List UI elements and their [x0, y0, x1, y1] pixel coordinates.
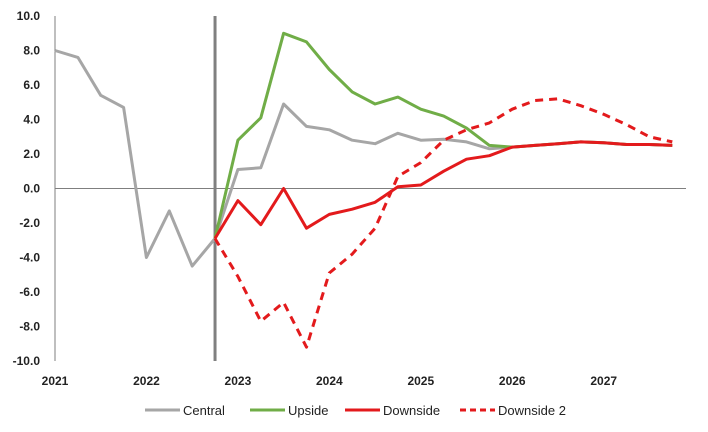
- y-tick-label: 0.0: [23, 182, 40, 196]
- legend-label: Downside 2: [498, 403, 566, 418]
- legend: Central Upside Downside Downside 2: [145, 403, 566, 418]
- legend-label: Downside: [383, 403, 440, 418]
- legend-label: Central: [183, 403, 225, 418]
- y-tick-label: 8.0: [23, 44, 40, 58]
- x-tick-label: 2025: [407, 374, 434, 388]
- series-layer: [54, 31, 673, 349]
- legend-label: Upside: [288, 403, 328, 418]
- y-tick-label: -10.0: [13, 354, 41, 368]
- y-tick-label: -6.0: [19, 285, 40, 299]
- y-tick-label: 10.0: [17, 9, 41, 23]
- y-axis-ticks: 10.0 8.0 6.0 4.0 2.0 0.0 -2.0 -4.0 -6.0 -8.0 -10.0: [13, 9, 41, 368]
- y-tick-label: -2.0: [19, 216, 40, 230]
- x-tick-label: 2021: [42, 374, 69, 388]
- x-tick-label: 2026: [499, 374, 526, 388]
- x-tick-label: 2022: [133, 374, 160, 388]
- x-axis-ticks: 2021 2022 2023 2024 2025 2026 2027: [42, 374, 618, 388]
- y-tick-label: -4.0: [19, 251, 40, 265]
- y-tick-label: 6.0: [23, 78, 40, 92]
- series-line-downside: [213, 140, 673, 240]
- x-tick-label: 2027: [590, 374, 617, 388]
- x-tick-label: 2023: [225, 374, 252, 388]
- series-line-downside-2: [213, 97, 673, 349]
- y-tick-label: -8.0: [19, 320, 40, 334]
- y-tick-label: 2.0: [23, 147, 40, 161]
- y-tick-label: 4.0: [23, 113, 40, 127]
- x-tick-label: 2024: [316, 374, 343, 388]
